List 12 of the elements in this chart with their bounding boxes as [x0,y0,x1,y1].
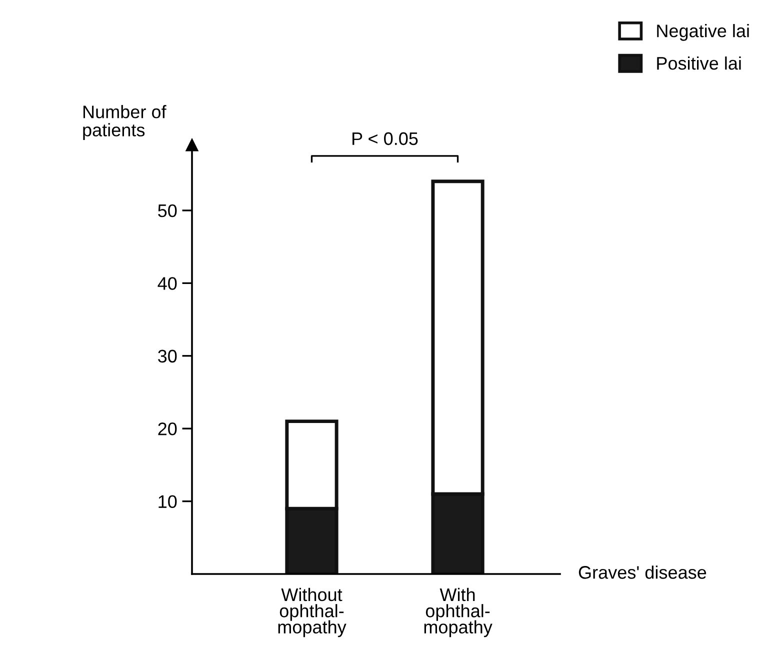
y-tick-label: 20 [158,422,177,436]
y-tick-label: 30 [158,350,177,363]
legend-label: Negative lai [657,24,749,41]
x-tick-label: With ophthal- mopathy [424,588,492,638]
y-axis-title: Number of patients [83,105,166,140]
y-tick-label: 40 [158,277,177,290]
legend-label: Positive lai [657,56,741,70]
annotation: P < 0.05 [352,132,418,146]
x-tick-label: Without ophthal- mopathy [278,588,346,638]
y-tick-label: 10 [158,495,177,508]
x-axis-title: Graves' disease [578,566,706,579]
y-tick-label: 50 [158,204,177,218]
